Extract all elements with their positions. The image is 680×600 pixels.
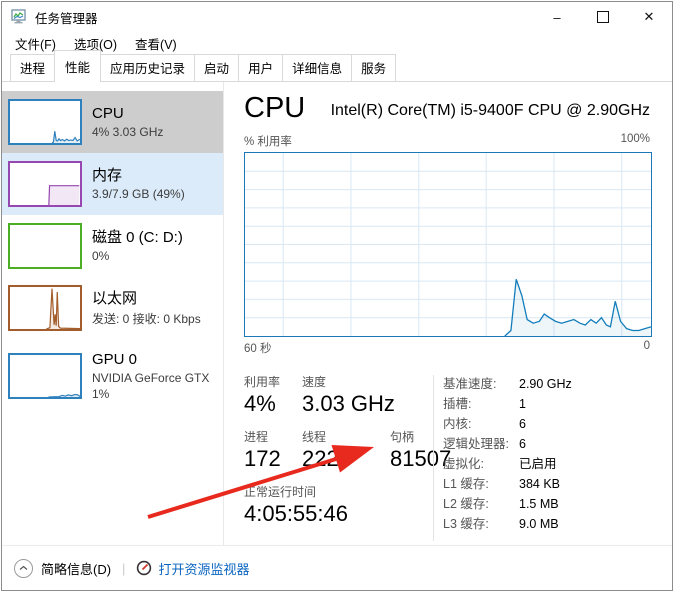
logical-processors-label: 逻辑处理器: — [443, 437, 509, 451]
tab-details[interactable]: 详细信息 — [282, 54, 353, 81]
sidebar-memory-title: 内存 — [92, 167, 123, 184]
speed-label: 速度 — [302, 375, 327, 389]
window-title: 任务管理器 — [35, 11, 98, 26]
resource-monitor-icon — [136, 560, 152, 576]
l1-cache-value: 384 KB — [519, 477, 561, 491]
tab-processes[interactable]: 进程 — [10, 54, 56, 81]
uptime-value: 4:05:55:46 — [244, 501, 348, 526]
speed-value: 3.03 GHz — [302, 391, 395, 416]
close-icon: ✕ — [643, 9, 655, 24]
footer-separator: | — [122, 560, 126, 576]
maximize-button[interactable] — [580, 2, 626, 32]
cpu-stats: 利用率 速度 4% 3.03 GHz 进程 线程 句柄 — [244, 373, 672, 541]
cores-label: 内核: — [443, 417, 472, 431]
l2-cache-value: 1.5 MB — [519, 497, 559, 511]
sockets-value: 1 — [519, 397, 526, 411]
tab-users[interactable]: 用户 — [238, 54, 284, 81]
threads-value: 2226 — [302, 446, 351, 471]
threads-label: 线程 — [302, 430, 327, 444]
footer-bar: 简略信息(D) | 打开资源监视器 — [2, 545, 672, 590]
sidebar-cpu-title: CPU — [92, 105, 124, 122]
virtualization-value: 已启用 — [519, 457, 557, 471]
menu-options[interactable]: 选项(O) — [73, 37, 118, 52]
task-manager-app-icon — [11, 9, 28, 25]
tab-services[interactable]: 服务 — [351, 54, 397, 81]
performance-sidebar: CPU 4% 3.03 GHz 内存 3.9/7.9 GB (49%) 磁盘 0… — [2, 82, 224, 545]
menu-file[interactable]: 文件(F) — [15, 37, 56, 52]
task-manager-window: 任务管理器 – ✕ 文件(F) 选项(O) 查看(V) 进程 性能 应用历史记录… — [1, 1, 673, 591]
close-button[interactable]: ✕ — [626, 2, 672, 32]
tab-app-history[interactable]: 应用历史记录 — [100, 54, 196, 81]
sidebar-disk-subtitle: 0% — [92, 249, 110, 263]
performance-content: CPU 4% 3.03 GHz 内存 3.9/7.9 GB (49%) 磁盘 0… — [2, 82, 672, 545]
cpu-panel-title: CPU — [244, 92, 306, 124]
sidebar-gpu-utilization: 1% — [92, 387, 110, 401]
uptime-label: 正常运行时间 — [244, 485, 317, 499]
base-speed-label: 基准速度: — [443, 377, 497, 391]
minimize-icon: – — [553, 9, 561, 25]
gpu-mini-graph — [8, 353, 82, 399]
l3-cache-value: 9.0 MB — [519, 517, 559, 531]
open-resource-monitor[interactable]: 打开资源监视器 — [136, 559, 249, 578]
sidebar-item-memory[interactable]: 内存 3.9/7.9 GB (49%) — [2, 153, 223, 215]
cpu-mini-graph — [8, 99, 82, 145]
sidebar-memory-subtitle: 3.9/7.9 GB (49%) — [92, 187, 185, 201]
disk-mini-graph — [8, 223, 82, 269]
minimize-button[interactable]: – — [534, 2, 580, 32]
fewer-details-toggle[interactable]: 简略信息(D) — [14, 558, 112, 578]
handles-label: 句柄 — [390, 430, 415, 444]
menu-view[interactable]: 查看(V) — [135, 37, 177, 52]
menu-bar: 文件(F) 选项(O) 查看(V) — [2, 32, 672, 54]
processes-label: 进程 — [244, 430, 269, 444]
cpu-model-name: Intel(R) Core(TM) i5-9400F CPU @ 2.90GHz — [330, 102, 650, 119]
sidebar-item-gpu[interactable]: GPU 0 NVIDIA GeForce GTX 1% — [2, 339, 223, 413]
window-controls: – ✕ — [534, 2, 672, 32]
sidebar-item-disk[interactable]: 磁盘 0 (C: D:) 0% — [2, 215, 223, 277]
l1-cache-label: L1 缓存: — [443, 477, 489, 491]
sidebar-ethernet-subtitle: 发送: 0 接收: 0 Kbps — [92, 311, 201, 326]
sidebar-cpu-subtitle: 4% 3.03 GHz — [92, 125, 164, 139]
cores-value: 6 — [519, 417, 526, 431]
utilization-label: 利用率 — [244, 375, 281, 389]
sidebar-gpu-title: GPU 0 — [92, 351, 138, 368]
chart-x-right-label: 0 — [643, 340, 650, 352]
memory-mini-graph — [8, 161, 82, 207]
sidebar-gpu-subtitle: NVIDIA GeForce GTX — [92, 371, 210, 385]
tab-performance[interactable]: 性能 — [54, 50, 102, 82]
open-resource-monitor-link[interactable]: 打开资源监视器 — [158, 561, 250, 577]
l2-cache-label: L2 缓存: — [443, 497, 489, 511]
chart-ylabel: % 利用率 — [244, 136, 292, 148]
logical-processors-value: 6 — [519, 437, 526, 451]
title-bar: 任务管理器 – ✕ — [2, 2, 672, 32]
sidebar-item-ethernet[interactable]: 以太网 发送: 0 接收: 0 Kbps — [2, 277, 223, 339]
tab-strip: 进程 性能 应用历史记录 启动 用户 详细信息 服务 — [2, 50, 672, 82]
sidebar-item-cpu[interactable]: CPU 4% 3.03 GHz — [2, 91, 223, 153]
cpu-panel: CPU Intel(R) Core(TM) i5-9400F CPU @ 2.9… — [224, 82, 672, 545]
sidebar-ethernet-title: 以太网 — [92, 289, 138, 307]
processes-value: 172 — [244, 446, 281, 471]
base-speed-value: 2.90 GHz — [519, 377, 572, 391]
handles-value: 81507 — [390, 446, 452, 471]
sidebar-disk-title: 磁盘 0 (C: D:) — [92, 229, 183, 246]
sockets-label: 插槽: — [443, 397, 472, 411]
cpu-utilization-chart — [244, 152, 652, 337]
chart-x-left-label: 60 秒 — [244, 343, 272, 355]
l3-cache-label: L3 缓存: — [443, 517, 489, 531]
virtualization-label: 虚拟化: — [443, 457, 484, 471]
chevron-up-icon — [14, 558, 33, 578]
maximize-icon — [597, 11, 609, 23]
stats-divider — [433, 375, 434, 541]
ethernet-mini-graph — [8, 285, 82, 331]
fewer-details-label: 简略信息(D) — [41, 561, 112, 577]
chart-ymax-label: 100% — [620, 133, 650, 145]
tab-startup[interactable]: 启动 — [194, 54, 240, 81]
utilization-value: 4% — [244, 391, 276, 416]
